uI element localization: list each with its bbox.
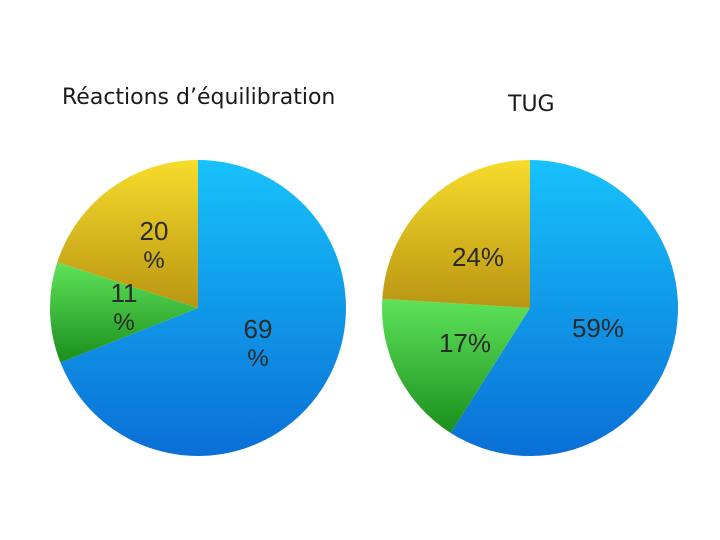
chart-title-left: Réactions d’équilibration xyxy=(62,85,336,110)
pie-0-slice-1-label: 11 xyxy=(111,278,138,308)
pie-chart-left: 69%11%20% xyxy=(50,160,347,457)
pie-1-slice-0 xyxy=(450,160,678,456)
pie-0-slice-0-label-unit: % xyxy=(247,345,268,372)
pie-1-slice-1 xyxy=(382,298,530,433)
pie-1-slice-2-label: 24% xyxy=(452,242,504,272)
pie-1-slice-1-label: 17% xyxy=(439,328,491,358)
pie-0-slice-1 xyxy=(50,262,199,363)
pie-1-slice-0-label: 59% xyxy=(572,313,624,343)
pie-chart-right: 59% 17% 24% xyxy=(382,160,678,456)
pie-0-slice-0-label: 69 xyxy=(244,314,273,344)
pie-0-slice-2 xyxy=(57,160,198,308)
pie-0-slice-2-label: 20 xyxy=(140,216,169,246)
pie-0-slice-2-label-unit: % xyxy=(143,247,164,274)
pie-0-slice-0 xyxy=(60,160,347,457)
chart-title-right: TUG xyxy=(508,92,555,117)
pie-0-slice-1-label-unit: % xyxy=(113,309,134,336)
pie-1-slice-2 xyxy=(382,160,530,308)
